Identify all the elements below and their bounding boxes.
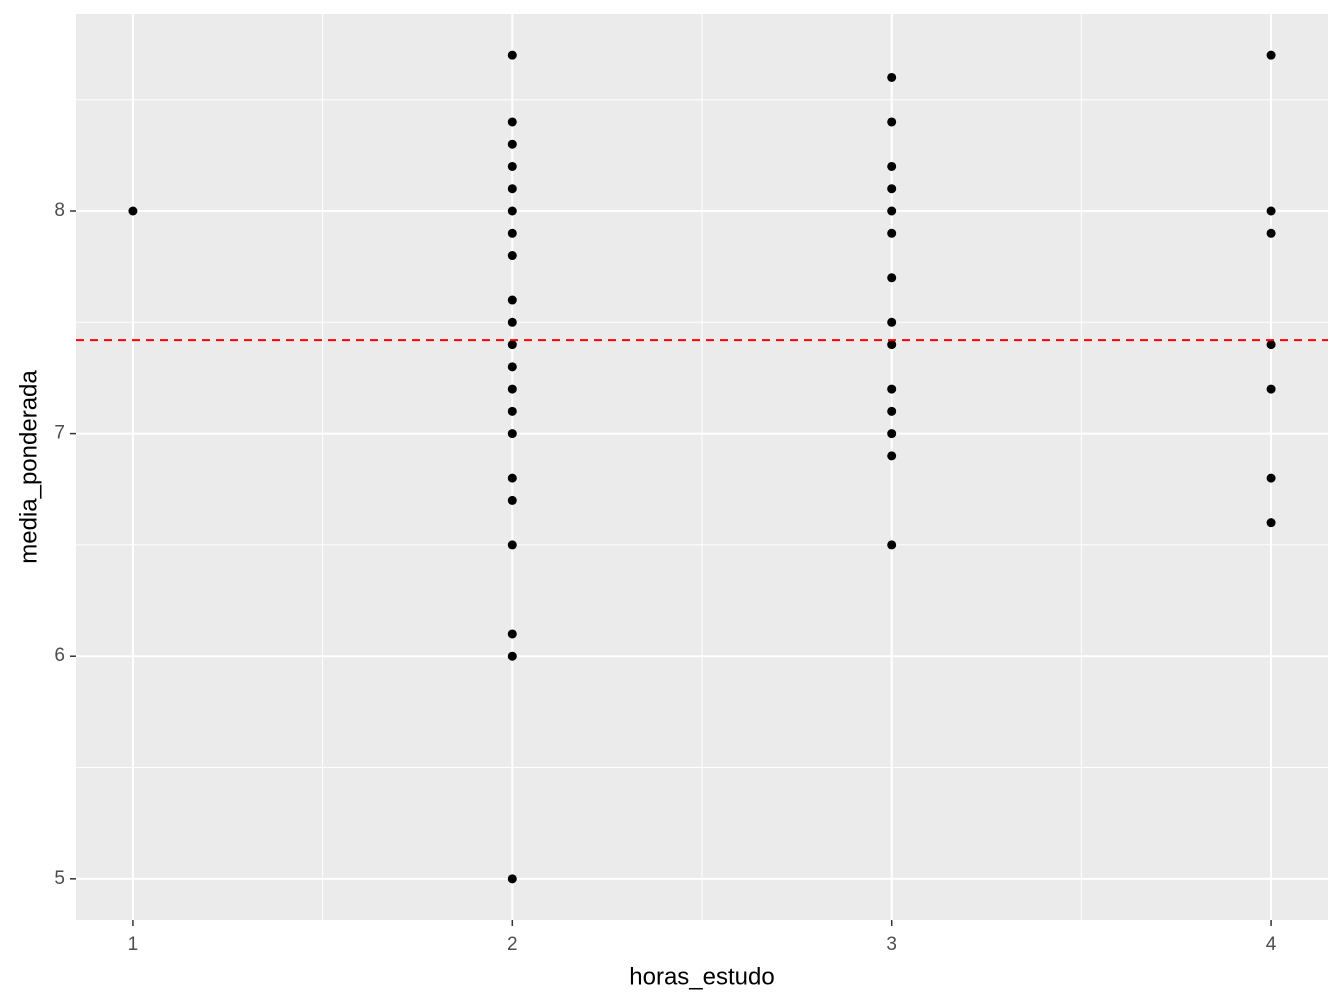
x-tick-label: 4 [1266,934,1277,955]
point [507,184,517,194]
x-tick-label: 3 [886,934,897,955]
y-axis-title: media_ponderada [15,370,42,564]
point [507,651,517,661]
point [507,384,517,394]
point [507,429,517,439]
point [887,184,897,194]
point [1266,473,1276,483]
y-tick-label: 8 [54,200,65,221]
point [887,72,897,82]
point [507,50,517,60]
point [1266,50,1276,60]
point [887,340,897,350]
point [1266,228,1276,238]
point [887,451,897,461]
point [887,540,897,550]
point [887,161,897,171]
point [507,540,517,550]
point [507,117,517,127]
point [507,139,517,149]
point [1266,384,1276,394]
point [507,161,517,171]
point [887,429,897,439]
point [507,874,517,884]
point [507,228,517,238]
y-tick-label: 7 [54,423,65,444]
point [507,251,517,261]
x-axis-title: horas_estudo [629,963,774,990]
point [507,340,517,350]
x-tick-label: 2 [507,934,518,955]
point [507,473,517,483]
point [507,206,517,216]
point [507,317,517,327]
point [887,317,897,327]
point [507,295,517,305]
point [507,629,517,639]
point [1266,206,1276,216]
point [507,495,517,505]
point [887,206,897,216]
y-tick-label: 5 [54,868,65,889]
point [128,206,138,216]
point [507,406,517,416]
y-tick-label: 6 [54,645,65,666]
point [887,117,897,127]
point [887,273,897,283]
point [507,362,517,372]
x-tick-label: 1 [128,934,139,955]
point [1266,340,1276,350]
point [887,228,897,238]
point [1266,518,1276,528]
point [887,406,897,416]
point [887,384,897,394]
